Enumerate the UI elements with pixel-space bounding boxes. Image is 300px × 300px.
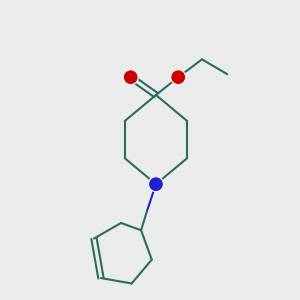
- Circle shape: [125, 71, 136, 83]
- Circle shape: [150, 178, 162, 190]
- Circle shape: [125, 71, 136, 83]
- Circle shape: [172, 71, 184, 83]
- Circle shape: [150, 178, 162, 190]
- Circle shape: [171, 70, 186, 85]
- Circle shape: [172, 71, 184, 83]
- Circle shape: [123, 70, 138, 85]
- Circle shape: [148, 177, 164, 192]
